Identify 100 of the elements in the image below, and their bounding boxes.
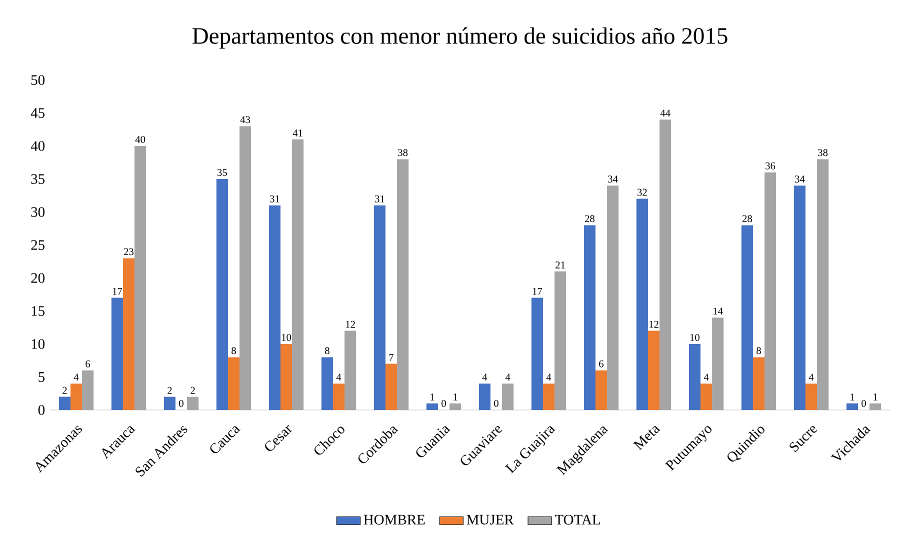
legend-label: HOMBRE	[364, 514, 425, 525]
data-label: 8	[756, 347, 761, 354]
bar	[374, 205, 386, 410]
bar	[344, 330, 356, 410]
data-label: 4	[336, 374, 342, 381]
data-label: 1	[850, 394, 854, 400]
data-label: 1	[454, 394, 458, 400]
data-label: 8	[232, 347, 236, 354]
data-label: 6	[599, 360, 604, 368]
data-label: 28	[742, 215, 752, 222]
data-label: 12	[649, 320, 658, 328]
bar	[554, 271, 566, 410]
bar	[607, 186, 619, 410]
data-label: 4	[704, 374, 709, 381]
data-label: 4	[546, 374, 552, 381]
legend-label: TOTAL	[554, 514, 600, 525]
bar	[478, 384, 490, 410]
y-tick-label: 50	[31, 75, 45, 85]
data-label: 38	[398, 149, 408, 156]
data-label: 12	[346, 320, 355, 328]
data-label: 14	[714, 308, 723, 315]
data-label: 1	[874, 394, 878, 400]
bar	[531, 298, 543, 410]
data-label: 40	[135, 136, 146, 143]
data-label: 2	[168, 386, 172, 394]
data-label: 0	[442, 400, 446, 407]
y-tick-label: 20	[31, 273, 45, 283]
data-label: 17	[112, 288, 122, 295]
y-tick-label: 0	[38, 405, 45, 415]
bar	[660, 120, 672, 410]
bar	[292, 139, 304, 410]
data-label: 0	[494, 400, 498, 407]
data-label: 36	[766, 162, 776, 170]
bar	[321, 357, 333, 410]
data-label: 4	[808, 374, 814, 381]
bar	[712, 318, 724, 410]
data-label: 4	[505, 374, 510, 381]
chart-title: Departamentos con menor número de suicidios año 2015	[192, 27, 728, 49]
bar	[397, 159, 409, 410]
data-label: 10	[282, 334, 292, 341]
bar	[752, 357, 765, 410]
x-tick-label: Meta	[632, 426, 660, 450]
data-label: 2	[62, 386, 67, 394]
bar	[134, 146, 146, 410]
bar	[794, 186, 806, 410]
bar	[846, 403, 858, 410]
data-label: 7	[389, 354, 394, 361]
bar	[58, 396, 70, 410]
bar	[268, 205, 280, 410]
data-label: 2	[190, 386, 195, 394]
y-tick-label: 10	[32, 339, 45, 349]
data-label: 44	[660, 110, 670, 117]
data-label: 34	[795, 176, 805, 183]
data-label: 4	[74, 374, 79, 381]
data-label: 23	[124, 248, 134, 256]
data-label: 31	[270, 195, 280, 202]
y-tick-label: 25	[31, 240, 45, 250]
legend-label: MUJER	[466, 514, 514, 525]
bar	[70, 384, 82, 410]
bar	[805, 384, 818, 410]
y-tick-label: 5	[38, 372, 45, 382]
data-label: 28	[584, 215, 594, 222]
y-tick-label: 40	[30, 141, 45, 151]
bar	[187, 396, 199, 410]
y-tick-label: 45	[30, 108, 45, 118]
y-tick-label: 30	[31, 207, 45, 217]
bar	[817, 159, 829, 410]
bar	[228, 357, 240, 410]
data-label: 6	[86, 360, 90, 368]
data-label: 1	[430, 394, 434, 400]
data-label: 43	[240, 116, 250, 124]
bar	[688, 344, 700, 410]
data-label: 41	[292, 130, 302, 136]
bar	[385, 364, 398, 410]
bar	[164, 396, 176, 410]
bar	[636, 198, 648, 410]
data-label: 0	[179, 400, 184, 407]
bar	[426, 403, 438, 410]
bar	[332, 384, 345, 410]
data-label: 10	[690, 334, 700, 341]
bar	[648, 330, 660, 410]
data-label: 38	[818, 149, 828, 156]
data-label: 0	[862, 400, 866, 407]
data-label: 31	[375, 195, 384, 202]
data-label: 17	[532, 288, 542, 295]
data-label: 35	[218, 169, 227, 176]
bar	[764, 172, 776, 410]
bar	[595, 370, 608, 410]
bar	[584, 225, 596, 410]
bar	[111, 298, 123, 410]
data-label: 21	[556, 262, 565, 268]
bar	[450, 403, 462, 410]
bar	[216, 179, 228, 410]
data-label: 32	[638, 188, 647, 196]
data-label: 8	[325, 347, 330, 354]
bar	[122, 258, 135, 410]
bar	[240, 126, 252, 410]
data-label: 4	[482, 374, 488, 381]
y-tick-label: 15	[32, 306, 45, 316]
bar	[870, 403, 882, 410]
